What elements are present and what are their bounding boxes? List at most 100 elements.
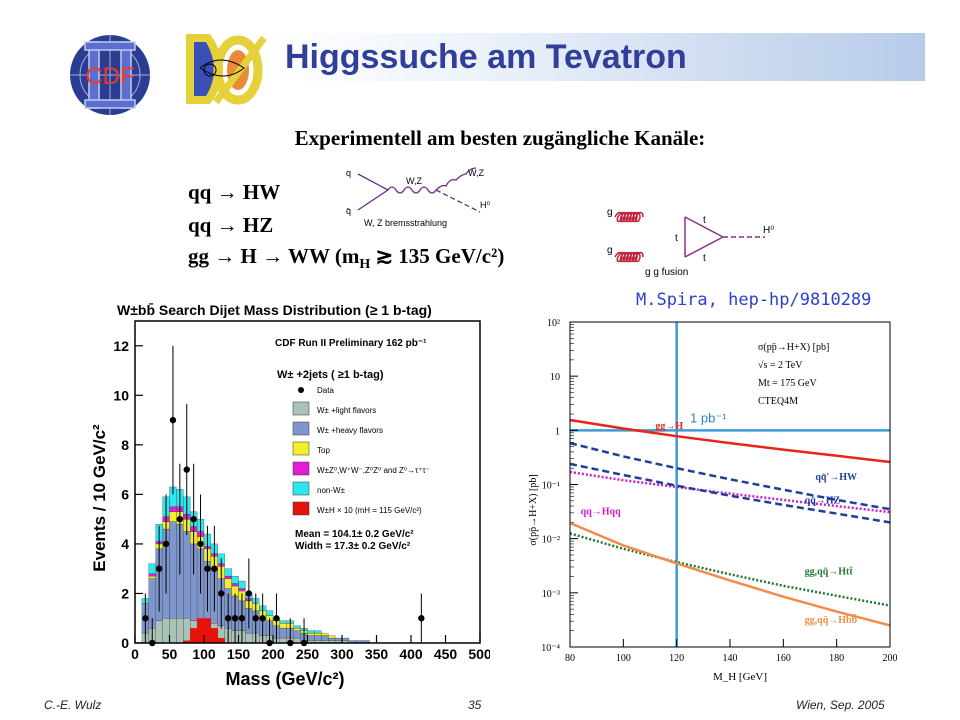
hist-data-point xyxy=(211,565,218,572)
hist-data-point xyxy=(224,615,232,622)
xs-x-tick-label: 200 xyxy=(883,653,898,664)
hist-bar xyxy=(183,531,191,619)
feyn-gg-t3: t xyxy=(703,253,706,264)
xs-x-tick-label: 120 xyxy=(669,653,684,664)
feyn-wz-label2: W,Z xyxy=(468,168,484,178)
hist-legend-label: Data xyxy=(317,386,334,395)
hist-title: W±bb̄ Search Dijet Mass Distribution (≥ … xyxy=(117,301,432,318)
hist-x-tick-label: 50 xyxy=(162,646,178,662)
hist-y-tick-label: 6 xyxy=(121,486,129,502)
title-bar xyxy=(270,33,925,81)
hist-bar xyxy=(148,575,156,579)
hist-signal-bar xyxy=(183,640,191,643)
channel-ww-tail: ≳ 135 GeV/c²) xyxy=(370,244,505,268)
hist-bar xyxy=(293,625,301,629)
hist-legend-swatch xyxy=(292,441,310,456)
hist-y-tick-label: 2 xyxy=(121,585,129,601)
hist-data-point xyxy=(190,515,197,523)
xs-curve-label: qq̄→HZ xyxy=(805,495,841,506)
hist-data-point xyxy=(245,590,253,597)
feyn-gg-t2: t xyxy=(675,233,678,244)
hist-stat-width: Width = 17.3± 0.2 GeV/c² xyxy=(295,541,411,552)
hist-bar xyxy=(169,618,177,644)
hist-x-tick-label: 100 xyxy=(192,646,216,662)
hist-bar xyxy=(314,630,322,634)
hist-data-point xyxy=(155,565,163,572)
xs-curve xyxy=(569,532,891,607)
hist-data-point xyxy=(418,615,425,622)
hist-legend-label: W± +heavy flavors xyxy=(317,426,383,435)
reference-citation: M.Spira, hep-hp/9810289 xyxy=(636,290,872,310)
xs-y-tick-label: 10⁻¹ xyxy=(542,481,560,492)
hist-y-tick-label: 4 xyxy=(121,536,129,552)
hist-data-point xyxy=(197,540,204,548)
feyn-wz-qbar: q̄ xyxy=(346,206,351,216)
feyn-gg-g1: g xyxy=(607,207,613,218)
histogram-chart: W±bb̄ Search Dijet Mass Distribution (≥ … xyxy=(90,301,490,689)
channel-hw: qq → HW xyxy=(188,180,281,204)
hist-data-point xyxy=(176,515,184,523)
hist-x-tick-label: 150 xyxy=(227,646,251,662)
hist-bar xyxy=(183,618,191,644)
hist-bar xyxy=(238,588,246,592)
channel-hz: qq → HZ xyxy=(188,213,274,237)
xs-curve xyxy=(569,521,891,627)
hist-bar xyxy=(279,620,287,624)
hist-legend-label: Top xyxy=(317,446,330,455)
cdf-logo: CDF xyxy=(70,35,150,115)
xs-frame xyxy=(569,321,891,648)
hist-bar xyxy=(321,632,329,636)
xs-x-tick-label: 160 xyxy=(776,653,791,664)
hist-selection: W± +2jets ( ≥1 b-tag) xyxy=(277,369,384,381)
hist-data-point xyxy=(218,590,225,597)
footer-place-date: Wien, Sep. 2005 xyxy=(796,698,885,712)
cdf-logo-text: CDF xyxy=(85,63,134,90)
hist-xlabel: Mass (GeV/c²) xyxy=(225,669,344,689)
hist-bar xyxy=(341,637,350,641)
xs-ref-label: 1 pb⁻¹ xyxy=(690,410,727,425)
xs-curve-label: gg→H xyxy=(655,421,683,432)
hist-data-point xyxy=(142,615,149,622)
hist-data-point xyxy=(273,615,280,622)
hist-x-tick-label: 400 xyxy=(399,646,423,662)
hist-data-point xyxy=(252,615,259,622)
xs-y-tick-label: 10² xyxy=(547,318,560,329)
hist-bar xyxy=(265,610,274,616)
hist-data-point xyxy=(231,615,239,622)
feyn-wz-caption: W, Z bremsstrahlung xyxy=(364,218,447,228)
hist-bar xyxy=(314,635,322,641)
hist-data-point xyxy=(259,615,266,622)
hist-bar xyxy=(314,632,322,636)
hist-x-tick-label: 350 xyxy=(365,646,389,662)
channel-ww: gg → H → WW (mH ≳ 135 GeV/c²) xyxy=(188,244,504,273)
hist-legend-swatch xyxy=(292,421,310,436)
hist-y-tick-label: 0 xyxy=(121,635,129,651)
hist-bar xyxy=(155,620,163,644)
xs-curve-label: qq̄'→HW xyxy=(815,472,857,483)
channel-ww-main: gg → H → WW (m xyxy=(188,244,360,268)
hist-data-point xyxy=(162,540,170,548)
xs-y-tick-label: 10⁻³ xyxy=(542,589,560,600)
hist-bar xyxy=(321,635,329,641)
hist-data-point xyxy=(238,615,246,622)
hist-legend-label: W±Z⁰,W⁺W⁻,Z⁰Z⁰ and Z⁰→τ⁺τ⁻ xyxy=(317,466,430,475)
hist-x-tick-label: 0 xyxy=(131,646,139,662)
xs-ylabel: σ(pp̄→H+X) [pb] xyxy=(528,474,539,545)
xs-legend-text: σ(pp̄→H+X) [pb] xyxy=(758,342,829,353)
hist-legend-swatch xyxy=(292,481,310,496)
hist-bar xyxy=(279,627,287,639)
xs-xlabel: M_H [GeV] xyxy=(713,671,767,683)
hist-y-tick-label: 10 xyxy=(113,387,129,403)
xs-curve xyxy=(569,418,891,464)
xs-legend-text: √s = 2 TeV xyxy=(758,360,803,371)
cross-section-chart: M_H [GeV] σ(pp̄→H+X) [pb] 1 pb⁻¹ 10² 10 1 10… xyxy=(528,318,898,683)
hist-bar xyxy=(148,573,156,577)
hist-signal-bar xyxy=(190,628,198,643)
hist-x-tick-label: 450 xyxy=(434,646,458,662)
channel-ww-sub: H xyxy=(359,257,371,273)
hist-bar xyxy=(238,580,246,589)
xs-curve-label: gg,qq̄→Htt̄ xyxy=(805,566,854,577)
xs-y-tick-label: 1 xyxy=(555,426,560,437)
hist-bar xyxy=(307,635,315,641)
hist-x-tick-label: 500 xyxy=(468,646,490,662)
